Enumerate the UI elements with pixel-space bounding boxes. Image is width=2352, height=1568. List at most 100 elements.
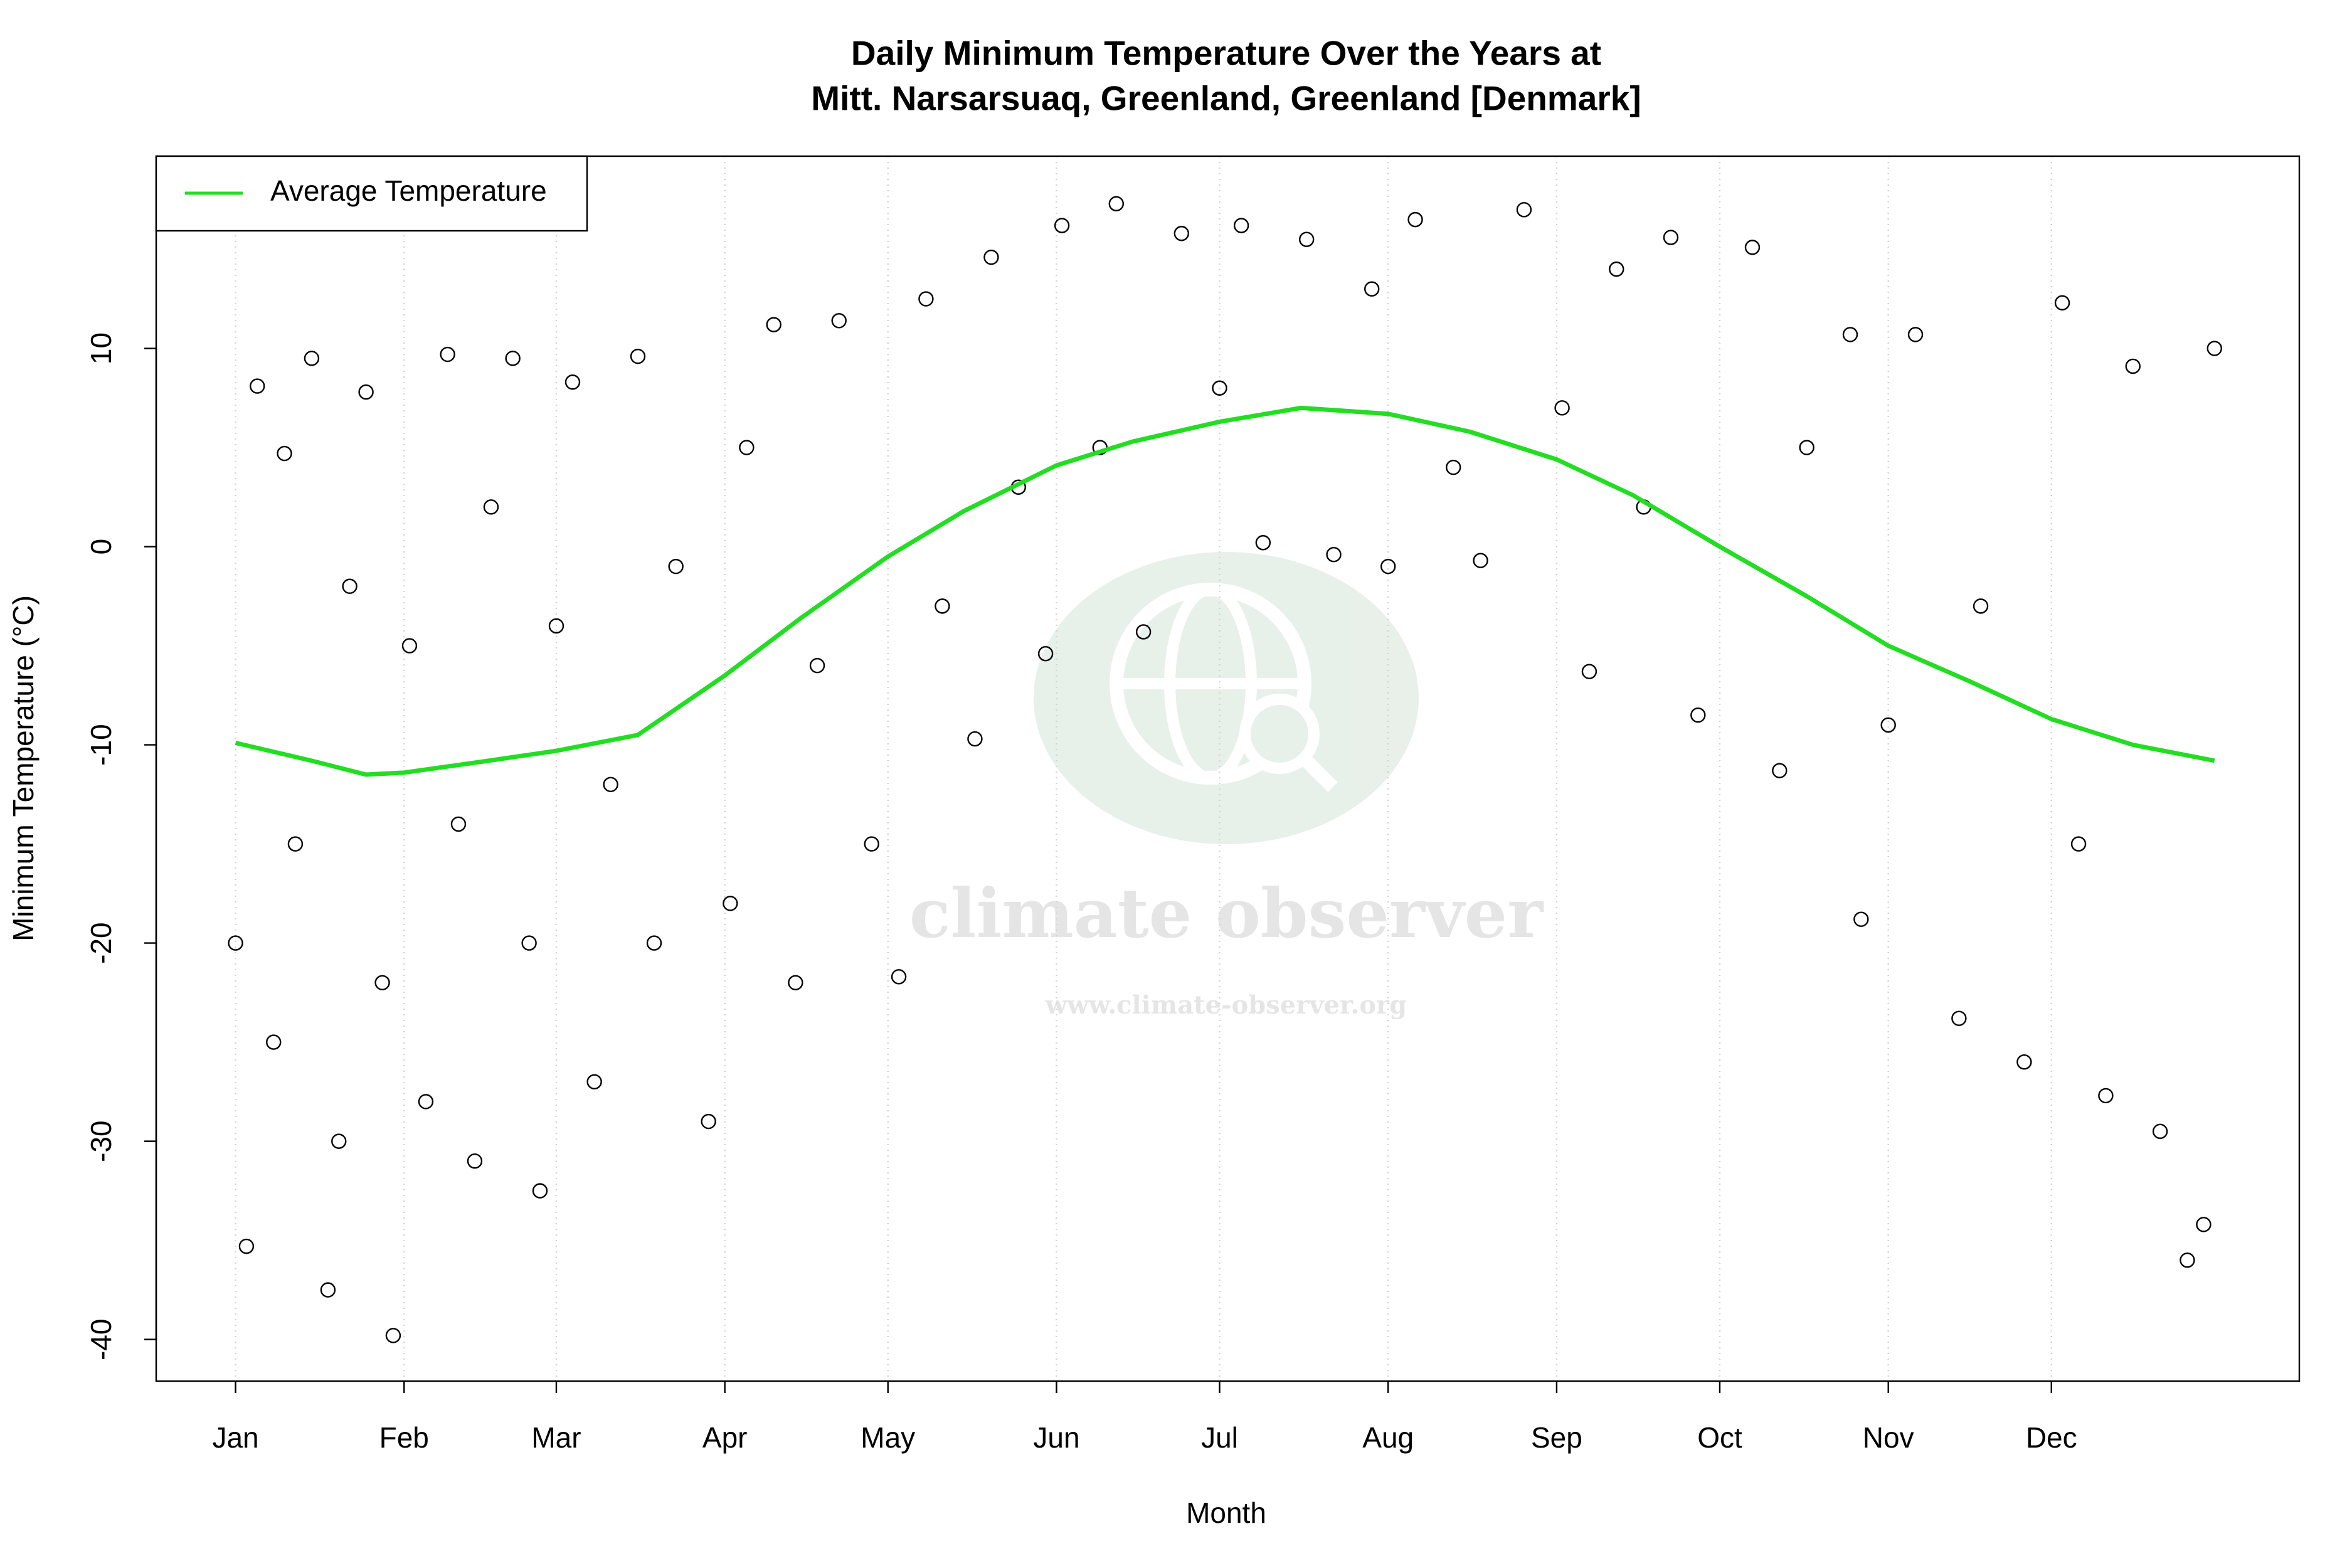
point bbox=[2070, 836, 2087, 852]
point bbox=[1446, 459, 1461, 475]
point bbox=[2054, 295, 2070, 311]
point bbox=[1298, 231, 1315, 247]
point bbox=[809, 657, 825, 674]
point bbox=[918, 291, 934, 307]
y-axis-label: Minimum Temperature (°C) bbox=[7, 595, 40, 941]
point bbox=[1907, 327, 1924, 342]
point bbox=[864, 836, 879, 852]
point bbox=[1581, 664, 1597, 679]
point bbox=[1799, 440, 1814, 455]
point bbox=[450, 816, 467, 832]
point bbox=[250, 378, 265, 394]
x-tick-label: Aug bbox=[1362, 1421, 1414, 1454]
x-tick-label: Jun bbox=[1033, 1421, 1079, 1454]
point bbox=[1054, 218, 1070, 233]
point bbox=[401, 638, 418, 654]
point bbox=[739, 440, 755, 455]
x-tick-label: May bbox=[861, 1421, 915, 1454]
y-tick-label: -20 bbox=[85, 922, 117, 963]
point bbox=[2016, 1054, 2032, 1070]
y-tick-label: -40 bbox=[85, 1318, 117, 1360]
point bbox=[1554, 400, 1570, 416]
point bbox=[532, 1183, 548, 1199]
point bbox=[2098, 1088, 2114, 1104]
point bbox=[1609, 261, 1624, 277]
x-axis-label: Month bbox=[1186, 1496, 1266, 1529]
x-tick-label: Jul bbox=[1201, 1421, 1238, 1454]
point bbox=[1516, 202, 1532, 218]
point bbox=[1951, 1010, 1967, 1026]
point bbox=[2152, 1123, 2168, 1140]
point bbox=[630, 348, 646, 364]
point bbox=[1233, 218, 1249, 233]
x-tick-label: Sep bbox=[1531, 1421, 1582, 1454]
x-tick-label: Mar bbox=[531, 1421, 581, 1454]
point bbox=[1663, 230, 1679, 245]
point bbox=[1135, 624, 1152, 640]
y-tick-label: 0 bbox=[85, 539, 117, 555]
point bbox=[1473, 553, 1488, 568]
point bbox=[1853, 911, 1869, 927]
point bbox=[701, 1113, 716, 1130]
point bbox=[505, 351, 521, 366]
point bbox=[548, 618, 564, 634]
point bbox=[331, 1133, 347, 1149]
point bbox=[831, 313, 847, 329]
y-tick-label: -10 bbox=[85, 724, 117, 765]
point bbox=[2196, 1217, 2212, 1232]
point bbox=[766, 317, 781, 332]
point bbox=[967, 731, 983, 747]
plot-frame bbox=[155, 155, 2301, 1382]
x-tick-label: Jan bbox=[212, 1421, 258, 1454]
y-tick-label: 10 bbox=[85, 332, 117, 364]
point bbox=[440, 346, 455, 363]
point bbox=[277, 445, 292, 462]
chart-title: Mitt. Narsarsuaq, Greenland, Greenland [… bbox=[811, 79, 1641, 118]
point bbox=[1690, 707, 1706, 723]
average-line bbox=[235, 405, 2215, 777]
point bbox=[2125, 358, 2141, 374]
point bbox=[320, 1282, 336, 1298]
x-tick-label: Apr bbox=[702, 1421, 748, 1454]
point bbox=[935, 598, 950, 614]
x-tick-label: Dec bbox=[2026, 1421, 2077, 1454]
point bbox=[983, 249, 999, 265]
point bbox=[1380, 558, 1396, 575]
point bbox=[646, 935, 662, 951]
point bbox=[564, 374, 581, 390]
point bbox=[521, 935, 537, 951]
point bbox=[228, 935, 243, 951]
point bbox=[2206, 341, 2222, 356]
point bbox=[483, 499, 499, 515]
point bbox=[358, 384, 374, 400]
point bbox=[1173, 226, 1190, 241]
point bbox=[266, 1034, 282, 1050]
point bbox=[1880, 717, 1896, 733]
x-tick-label: Feb bbox=[379, 1421, 429, 1454]
chart-title: Daily Minimum Temperature Over the Years… bbox=[851, 34, 1601, 73]
point bbox=[1212, 380, 1227, 396]
point bbox=[385, 1328, 401, 1343]
point bbox=[788, 975, 803, 991]
watermark: climate observer www.climate-observer.or… bbox=[909, 552, 1545, 1020]
point bbox=[1326, 546, 1342, 563]
x-tick-label: Oct bbox=[1697, 1421, 1742, 1454]
watermark-lens bbox=[1239, 694, 1320, 774]
watermark-name: climate observer bbox=[909, 874, 1545, 953]
watermark-lens bbox=[1300, 754, 1338, 792]
legend-label: Average Temperature bbox=[270, 174, 547, 207]
point bbox=[668, 558, 684, 575]
point bbox=[1842, 327, 1858, 342]
point bbox=[1407, 211, 1423, 228]
point bbox=[1037, 646, 1054, 662]
point bbox=[586, 1074, 602, 1090]
point bbox=[287, 836, 304, 852]
point bbox=[1772, 763, 1788, 778]
point bbox=[1108, 196, 1125, 212]
y-tick-label: -30 bbox=[85, 1120, 117, 1162]
x-tick-label: Nov bbox=[1863, 1421, 1914, 1454]
point bbox=[374, 975, 390, 991]
point bbox=[2180, 1253, 2195, 1268]
